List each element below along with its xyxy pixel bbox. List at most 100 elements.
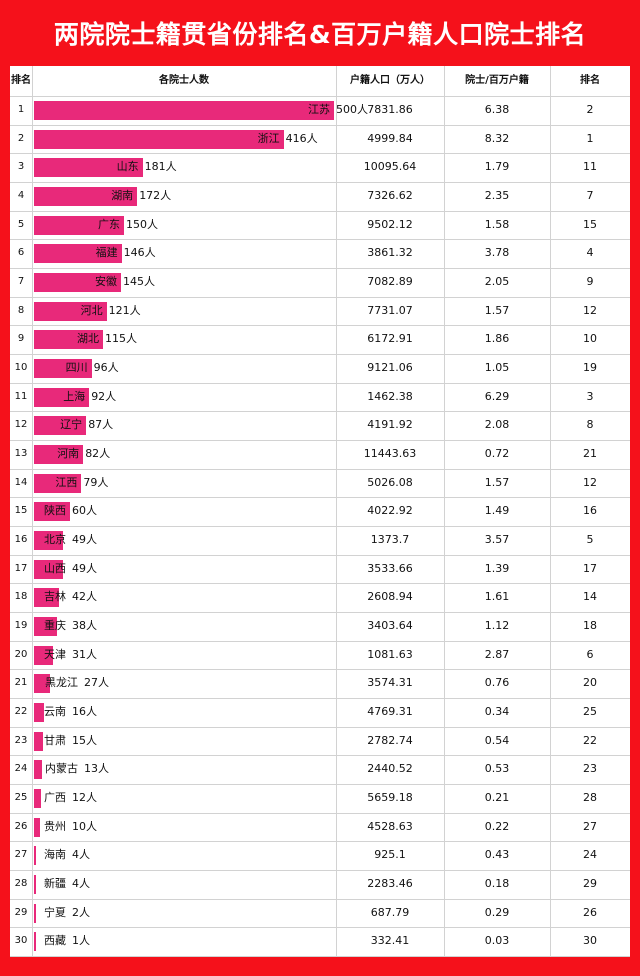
academician-bar — [34, 617, 57, 636]
rank-cell: 30 — [14, 935, 28, 947]
population-cell: 687.79 — [370, 905, 410, 919]
header-rank: 排名 — [11, 75, 31, 86]
count-label: 500人 — [336, 103, 368, 116]
rank-cell: 12 — [14, 419, 28, 431]
rank-cell: 7 — [17, 276, 25, 287]
row-divider — [10, 96, 630, 97]
count-label: 172人 — [139, 189, 172, 202]
province-label: 山东 — [116, 160, 139, 174]
table-row: 9 湖北 115人 6172.91 1.86 10 — [10, 325, 630, 354]
count-label: 10人 — [72, 819, 97, 833]
table-row: 18 吉林 42人 2608.94 1.61 14 — [10, 583, 630, 612]
academician-bar — [34, 703, 44, 722]
table-row: 6 福建 146人 3861.32 3.78 4 — [10, 239, 630, 268]
ratio-cell: 6.29 — [484, 389, 510, 403]
province-label: 广东 — [98, 217, 120, 231]
province-label: 河南 — [57, 447, 80, 460]
ratio-cell: 1.58 — [484, 217, 510, 231]
row-divider — [10, 325, 630, 327]
academician-bar — [34, 416, 87, 436]
province-label: 河北 — [80, 303, 103, 317]
province-label: 辽宁 — [60, 418, 83, 432]
academician-bar — [34, 215, 124, 235]
count-label: 92人 — [91, 389, 117, 403]
rank-cell: 2 — [17, 132, 25, 144]
ratio-rank-cell: 1 — [586, 131, 594, 145]
rank-cell: 4 — [17, 190, 25, 201]
rank-cell: 27 — [14, 849, 28, 861]
ratio-cell: 0.53 — [484, 762, 510, 776]
population-cell: 7082.89 — [367, 275, 413, 288]
population-cell: 3533.66 — [367, 561, 413, 575]
row-divider — [10, 841, 630, 843]
rank-cell: 29 — [14, 906, 28, 918]
academician-bar — [34, 817, 40, 837]
population-cell: 2608.94 — [367, 590, 413, 604]
row-divider — [10, 927, 630, 929]
rank-cell: 6 — [17, 247, 25, 259]
row-divider — [10, 956, 630, 957]
row-divider — [10, 210, 630, 212]
rank-cell: 17 — [14, 562, 28, 574]
academician-bar — [34, 101, 334, 120]
table-row: 30 西藏 1人 332.41 0.03 30 — [10, 927, 630, 956]
table-row: 3 山东 181人 10095.64 1.79 11 — [10, 153, 630, 182]
rank-cell: 19 — [14, 620, 28, 631]
ratio-cell: 3.78 — [484, 246, 510, 260]
province-label: 陕西 — [44, 504, 66, 518]
count-label: 49人 — [72, 561, 97, 575]
academician-bar — [34, 531, 64, 550]
population-cell: 1081.63 — [367, 647, 413, 661]
row-divider — [10, 268, 630, 269]
province-label: 吉林 — [44, 590, 66, 604]
row-divider — [10, 124, 630, 126]
ranking-table: 排名 各院士人数 户籍人口（万人） 院士/百万户籍 排名 1 江苏 500人 7831… — [10, 66, 630, 957]
ratio-cell: 0.18 — [484, 877, 510, 890]
rank-cell: 26 — [14, 820, 28, 832]
row-divider — [10, 468, 630, 470]
population-cell: 4528.63 — [367, 819, 413, 833]
population-cell: 4191.92 — [367, 418, 413, 432]
row-divider — [10, 612, 630, 613]
province-label: 黑龙江 — [45, 676, 78, 690]
row-divider — [10, 239, 630, 241]
page-title: 两院院士籍贯省份排名&百万户籍人口院士排名 — [53, 20, 587, 49]
ratio-rank-cell: 3 — [586, 389, 594, 403]
academician-bar — [34, 645, 53, 665]
table-row: 21 黑龙江 27人 3574.31 0.76 20 — [10, 669, 630, 698]
table-row: 11 上海 92人 1462.38 6.29 3 — [10, 383, 630, 412]
count-label: 1人 — [72, 934, 90, 948]
population-cell: 5659.18 — [367, 791, 413, 804]
province-label: 内蒙古 — [45, 762, 78, 776]
province-label: 重庆 — [44, 619, 66, 632]
ratio-cell: 0.76 — [484, 676, 510, 690]
table-body: 1 江苏 500人 7831.86 6.38 2 2 浙江 416人 4999.84 8.32 1 3 山… — [10, 96, 630, 956]
population-cell: 6172.91 — [367, 332, 413, 346]
table-row: 22 云南 16人 4769.31 0.34 25 — [10, 698, 630, 727]
ratio-rank-cell: 7 — [586, 189, 594, 202]
ratio-cell: 1.05 — [484, 361, 510, 374]
academician-bar — [34, 502, 70, 522]
row-divider — [10, 526, 630, 527]
population-cell: 10095.64 — [363, 160, 417, 174]
ratio-cell: 2.05 — [484, 275, 510, 288]
count-label: 31人 — [72, 647, 97, 661]
ratio-cell: 0.34 — [484, 705, 510, 718]
academician-bar — [34, 789, 42, 808]
province-label: 浙江 — [257, 131, 280, 145]
rank-cell: 18 — [14, 591, 28, 603]
count-label: 4人 — [72, 877, 90, 890]
ratio-cell: 3.57 — [484, 533, 510, 546]
ratio-rank-cell: 9 — [586, 275, 594, 288]
table-row: 19 重庆 38人 3403.64 1.12 18 — [10, 612, 630, 641]
ratio-rank-cell: 10 — [583, 332, 597, 346]
province-label: 福建 — [95, 246, 118, 260]
ratio-rank-cell: 12 — [583, 475, 597, 489]
row-divider — [10, 726, 630, 728]
table-header: 排名 各院士人数 户籍人口（万人） 院士/百万户籍 排名 — [10, 66, 630, 96]
rank-cell: 8 — [17, 304, 25, 316]
ratio-rank-cell: 12 — [583, 303, 597, 317]
rank-cell: 16 — [14, 534, 28, 545]
province-label: 山西 — [44, 561, 66, 575]
count-label: 60人 — [72, 504, 97, 518]
